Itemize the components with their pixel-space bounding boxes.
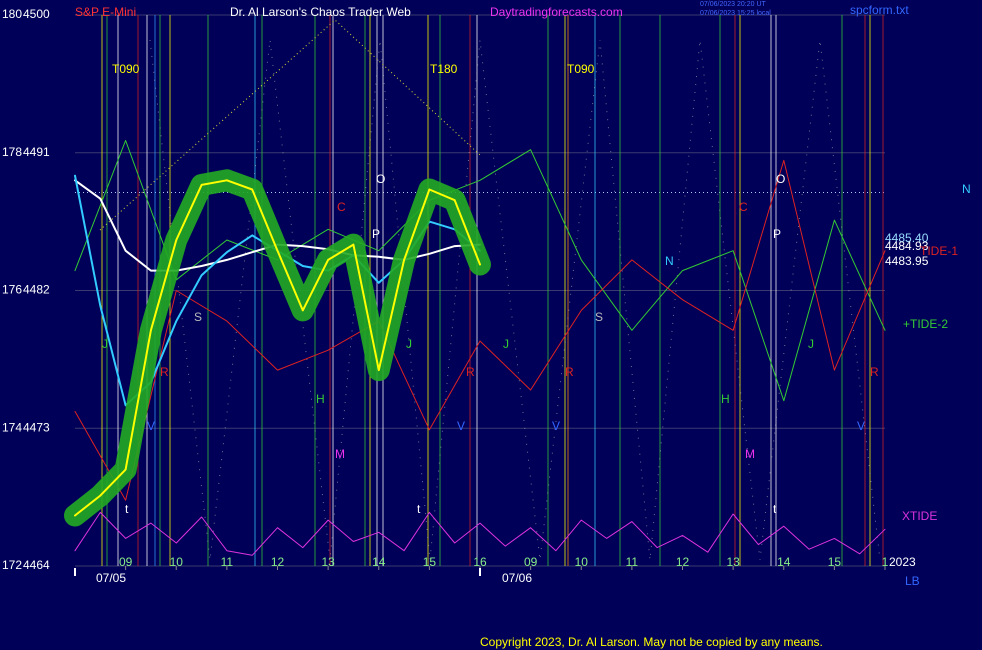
annotation: T090: [112, 62, 140, 76]
annotation: V: [147, 419, 155, 433]
annotation: V: [857, 419, 865, 433]
annotation: H: [316, 392, 325, 406]
series-line: [74, 159, 886, 501]
y-tick-label: 4473: [23, 420, 50, 434]
annotation: C: [739, 200, 748, 214]
x-tick-label: 09: [524, 555, 538, 569]
timestamp-local: 07/06/2023 15:25 local: [700, 10, 771, 17]
annotation: S: [194, 310, 202, 324]
annotation: t: [417, 502, 421, 516]
year-label: 2023: [889, 555, 916, 569]
annotation: P: [773, 227, 781, 241]
right-label: 4485.40: [885, 231, 929, 245]
y2-tick-label: 176: [2, 283, 22, 297]
x-tick-label: 11: [221, 555, 234, 569]
price-line: [74, 179, 481, 517]
x-tick-label: 11: [626, 555, 639, 569]
legend-label: XTIDE: [902, 509, 937, 523]
annotation: H: [721, 392, 730, 406]
x-tick-label: 15: [423, 555, 437, 569]
timestamp-ut: 07/06/2023 20:20 UT: [700, 1, 766, 8]
series-line: [74, 511, 886, 556]
annotation: t: [125, 502, 129, 516]
annotation: T180: [430, 62, 458, 76]
y2-tick-label: 180: [2, 7, 22, 21]
y-tick-label: 4491: [23, 145, 50, 159]
annotation: S: [595, 310, 603, 324]
right-label: 4484.93: [885, 239, 929, 253]
y2-tick-label: 178: [2, 145, 22, 159]
y-tick-label: 4482: [23, 283, 50, 297]
annotation: J: [406, 337, 412, 351]
annotation: R: [565, 365, 574, 379]
y2-tick-label: 172: [2, 558, 22, 572]
legend-label: +TIDE-2: [903, 317, 948, 331]
annotation: J: [503, 337, 509, 351]
website: Daytradingforecasts.com: [490, 5, 623, 19]
annotation: M: [745, 447, 755, 461]
x-tick-label: 10: [575, 555, 589, 569]
symbol: S&P E-Mini: [75, 5, 136, 19]
x-tick-label: 12: [676, 555, 690, 569]
x-tick-label: 13: [726, 555, 740, 569]
series-line: [74, 140, 886, 402]
annotation: R: [870, 365, 879, 379]
x-tick-label: 15: [828, 555, 842, 569]
x-tick-label: 1: [882, 555, 889, 569]
annotation: J: [102, 337, 108, 351]
file-name: spcform.txt: [850, 3, 909, 17]
y2-tick-label: 174: [2, 420, 22, 434]
date-label: 07/06: [502, 571, 532, 585]
right-label: 4483.95: [885, 254, 929, 268]
annotation: R: [160, 365, 169, 379]
legend-label: TIDE-1: [920, 244, 958, 258]
date-label: 07/05: [96, 571, 126, 585]
x-tick-label: 14: [372, 555, 386, 569]
annotation: R: [466, 365, 475, 379]
y-tick-label: 4464: [23, 558, 50, 572]
x-tick-label: 09: [119, 555, 133, 569]
annotation: T090: [567, 62, 595, 76]
annotation: t: [773, 502, 777, 516]
annotation: P: [372, 227, 380, 241]
annotation: O: [376, 172, 385, 186]
annotation: O: [776, 172, 785, 186]
annotation: C: [337, 200, 346, 214]
x-tick-label: 16: [473, 555, 487, 569]
x-tick-label: 14: [777, 555, 791, 569]
y-tick-label: 4500: [23, 7, 50, 21]
chart-title: Dr. Al Larson's Chaos Trader Web: [230, 5, 411, 19]
lb-label: LB: [905, 574, 920, 588]
right-label: N: [962, 182, 971, 196]
x-tick-label: 12: [271, 555, 285, 569]
annotation: M: [335, 447, 345, 461]
annotation: V: [457, 419, 465, 433]
annotation: J: [808, 337, 814, 351]
annotation: V: [552, 419, 560, 433]
x-tick-label: 10: [170, 555, 184, 569]
x-tick-label: 13: [321, 555, 335, 569]
copyright: Copyright 2023, Dr. Al Larson. May not b…: [480, 635, 823, 649]
annotation: N: [665, 254, 674, 268]
